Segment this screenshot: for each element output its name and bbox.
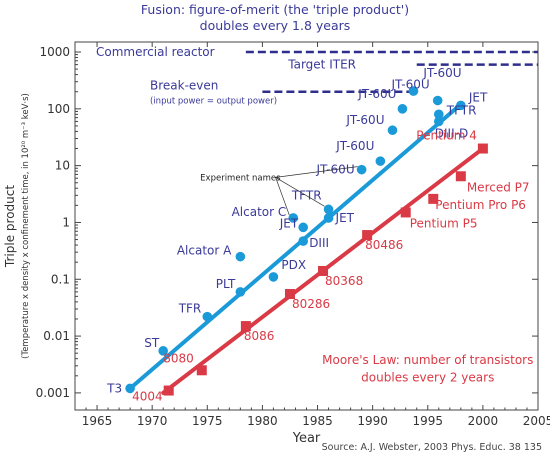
annotation-leader-line [275, 177, 325, 207]
annotation-leader-line [275, 166, 358, 178]
fusion-point-label: DIII [309, 236, 329, 250]
x-tick-label: 1980 [247, 414, 278, 428]
fusion-data-point [433, 116, 444, 127]
fusion-point-label: ST [144, 336, 160, 350]
moores-law-data-point [163, 385, 174, 396]
fusion-point-label: PLT [216, 277, 236, 291]
fusion-data-point [268, 272, 279, 282]
y-tick-label: 100 [47, 102, 70, 116]
x-tick-label: 1985 [302, 414, 333, 428]
fusion-data-point [158, 346, 168, 356]
y-tick-label: 0.1 [51, 272, 70, 286]
fusion-point-label: JT-60U [357, 87, 396, 101]
fusion-point-label: JT-60U [345, 113, 384, 127]
y-axis-label: Triple product [3, 185, 17, 268]
moores-law-data-point [455, 171, 466, 182]
fusion-data-point [298, 222, 308, 233]
moores-law-point-label: 8086 [244, 329, 275, 343]
fusion-data-point [202, 311, 213, 322]
moores-law-point-label: 80486 [365, 238, 403, 252]
fusion-point-label: T3 [106, 381, 122, 395]
fusion-data-point [408, 86, 419, 96]
moores-law-point-label: Pentium Pro P6 [435, 198, 526, 212]
moores-law-point-label: 80368 [325, 274, 363, 288]
moores-law-point-label: Merced P7 [467, 180, 530, 194]
fusion-point-label: TFR [178, 302, 202, 316]
reference-line-label: Break-even [150, 79, 218, 93]
moores-law-point-label: Pentium 4 [416, 129, 477, 143]
fusion-point-label: JET [335, 211, 355, 225]
moores-law-data-point [362, 230, 373, 241]
fusion-data-point [323, 204, 334, 215]
x-tick-label: 1995 [412, 414, 443, 428]
fusion-data-point [356, 164, 367, 175]
y-tick-label: 1000 [39, 45, 70, 59]
fusion-point-label: JET [279, 216, 299, 230]
fusion-point-label: JET [468, 90, 488, 104]
reference-line-sublabel: (input power = output power) [150, 97, 277, 107]
moores-law-data-point [318, 265, 329, 276]
reference-line-label: Target ITER [287, 58, 356, 72]
fusion-data-point [288, 213, 299, 223]
moores-law-caption-line-1: Moore's Law: number of transistors [322, 353, 533, 367]
experiment-names-annotation: Experiment names [200, 173, 281, 183]
fusion-data-point [235, 251, 246, 262]
fusion-data-point [323, 213, 334, 223]
x-tick-label: 2005 [523, 414, 550, 428]
fusion-point-label: DIII-D [435, 126, 468, 140]
reference-line-label: Commercial reactor [96, 45, 215, 59]
fusion-data-point [125, 383, 135, 394]
fusion-data-point [456, 100, 466, 111]
moores-law-point-label: 80286 [292, 297, 330, 311]
moores-law-point-label: 4004 [132, 390, 163, 404]
moores-law-data-point [196, 365, 207, 376]
moores-law-point-label: Pentium P5 [410, 216, 478, 230]
fusion-point-label: JT-60U [335, 139, 374, 153]
fusion-data-point [432, 95, 443, 106]
moores-law-data-point [240, 321, 251, 332]
fusion-data-point [387, 125, 398, 136]
fusion-point-label: JT-60U [391, 78, 430, 92]
moores-law-data-point [477, 143, 488, 154]
fusion-point-label: PDX [281, 258, 306, 272]
chart-title-line-2: doubles every 1.8 years [199, 18, 351, 33]
chart-title-line-1: Fusion: figure-of-merit (the 'triple pro… [140, 2, 410, 17]
x-tick-label: 1965 [82, 414, 113, 428]
y-tick-label: 10 [55, 159, 70, 173]
y-tick-label: 1 [62, 215, 70, 229]
fusion-point-label: JT-60U [422, 66, 461, 80]
y-tick-label: 0.01 [43, 329, 70, 343]
moores-law-data-point [400, 207, 411, 218]
fusion-data-point [397, 104, 408, 114]
fusion-data-point [433, 109, 444, 120]
y-axis-sublabel: (Temperature x density x confinement tim… [21, 93, 31, 359]
moores-law-point-label: 8080 [163, 351, 194, 365]
x-axis-label: Year [292, 431, 321, 446]
fusion-data-point [375, 156, 386, 166]
fusion-point-label: Alcator A [177, 244, 232, 258]
fusion-trend-line [128, 102, 463, 391]
x-tick-label: 1975 [192, 414, 223, 428]
fusion-point-label: Alcator C [232, 205, 287, 219]
fusion-data-point [298, 236, 308, 246]
annotation-leader-line [275, 177, 290, 216]
y-tick-label: 0.001 [36, 386, 70, 400]
x-tick-label: 1990 [357, 414, 388, 428]
moores-law-data-point [284, 289, 295, 300]
x-tick-label: 1970 [137, 414, 168, 428]
moores-law-data-point [428, 193, 439, 204]
fusion-data-point [235, 287, 246, 297]
moores-law-caption-line-2: doubles every 2 years [361, 370, 494, 384]
source-note: Source: A.J. Webster, 2003 Phys. Educ. 3… [321, 442, 542, 453]
x-tick-label: 2000 [468, 414, 499, 428]
fusion-point-label: TFTR [446, 103, 477, 117]
